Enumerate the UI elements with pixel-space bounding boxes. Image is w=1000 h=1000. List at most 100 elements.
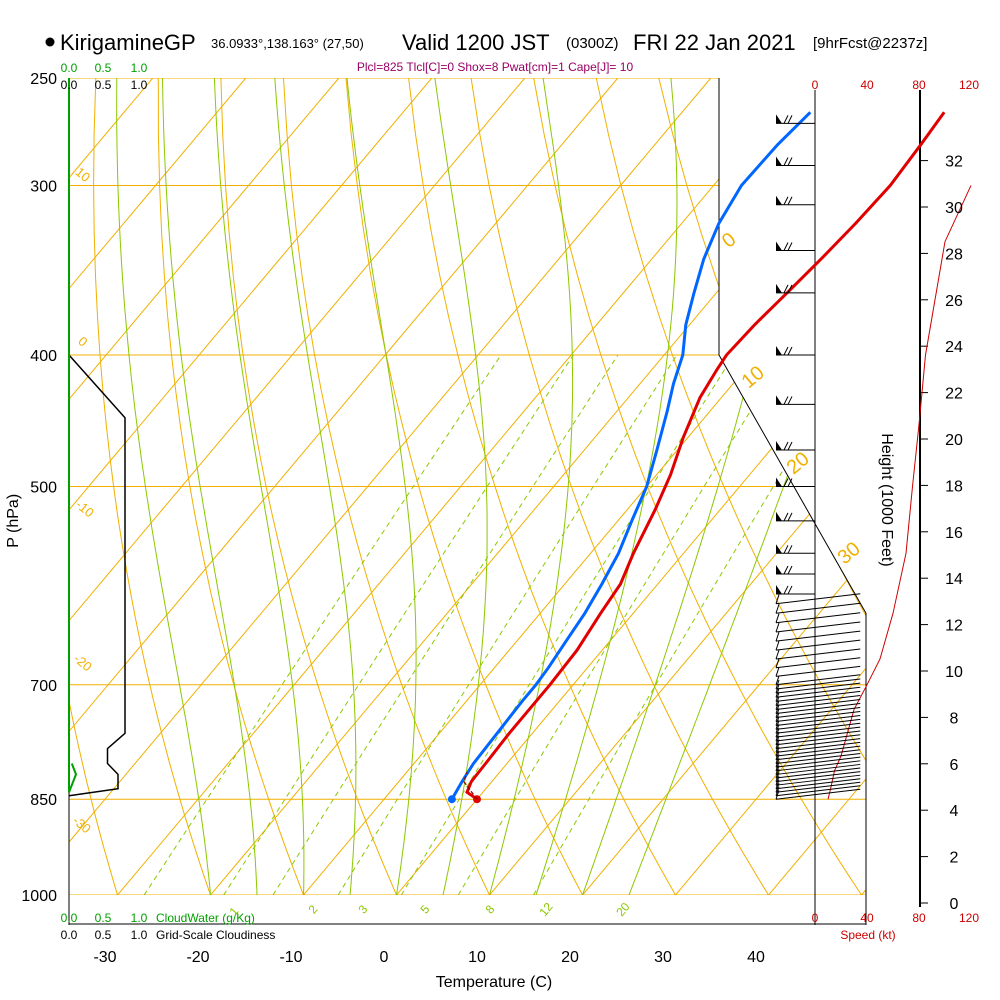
- speed-tick-top: 40: [860, 78, 874, 92]
- wind-barb-flag: [787, 585, 793, 595]
- isotherm-line: [69, 78, 712, 895]
- wind-barb-flag: [775, 658, 780, 668]
- moist-adiabat: [116, 78, 211, 895]
- parcel-path: [463, 772, 478, 800]
- cloudiness-line: [68, 354, 126, 797]
- wind-barb-flag: [775, 613, 780, 623]
- wind-barb-pennant-icon: [776, 584, 782, 594]
- mixing-ratio-label: 2: [305, 902, 320, 916]
- wind-barb-flag: [783, 441, 789, 451]
- wind-barb-flag: [787, 346, 793, 356]
- temperature-tick: -20: [186, 949, 209, 966]
- wind-barb-flag: [787, 512, 793, 522]
- wind-barb-flag: [787, 565, 793, 575]
- x-axis-label: Temperature (C): [436, 974, 552, 991]
- cloudiness-scale-top: 0.0: [61, 78, 78, 92]
- wind-barb-flag: [775, 640, 780, 651]
- cloudiness-scale-bottom: 0.0: [61, 928, 78, 942]
- wind-barb-pennant-icon: [776, 195, 782, 205]
- wind-barb-flag: [775, 604, 780, 614]
- mixing-ratio-label: 12: [536, 900, 556, 919]
- wind-barb-staff: [775, 630, 861, 642]
- wind-barb-flag: [783, 512, 789, 522]
- pressure-tick: 400: [30, 348, 57, 365]
- wind-barb-staff: [775, 734, 861, 746]
- isotherm-line: [69, 78, 619, 895]
- mixing-ratio-label: 8: [482, 902, 497, 916]
- height-tick: 10: [945, 664, 963, 681]
- wind-barb-pennant-icon: [776, 241, 782, 251]
- wind-barb-flag: [783, 545, 789, 554]
- height-tick: 8: [950, 710, 959, 727]
- wind-barb-flag: [787, 545, 793, 554]
- wind-barb-staff: [775, 678, 861, 690]
- wind-barb-flag: [783, 284, 789, 294]
- wind-barb-flag: [787, 196, 793, 205]
- cloudiness-scale-top: 0.5: [95, 78, 112, 92]
- wind-barb-flag: [775, 649, 780, 660]
- pressure-tick: 850: [30, 792, 57, 809]
- forecast-info: [9hrFcst@2237z]: [813, 35, 927, 52]
- height-tick: 0: [950, 896, 959, 913]
- dry-adiabat-label: 10: [73, 164, 94, 185]
- station-coords: 36.0933°,138.163° (27,50): [211, 36, 364, 51]
- side-panels: [68, 78, 972, 925]
- wind-barb-flag: [783, 346, 789, 356]
- temperature-tick: 10: [468, 949, 486, 966]
- wind-barb-staff: [775, 763, 861, 775]
- wind-barb-flag: [775, 594, 780, 604]
- mixing-ratio-line: [457, 354, 786, 895]
- wind-barb-flag: [787, 396, 793, 405]
- wind-barb-flag: [775, 631, 780, 642]
- wind-barb-staff: [775, 781, 861, 793]
- cloudwater-scale-bottom: 1.0: [131, 911, 148, 925]
- speed-label: Speed (kt): [840, 928, 895, 942]
- wind-barb-flag: [787, 478, 793, 487]
- wind-barb-staff: [775, 788, 861, 800]
- wind-barb-staff: [775, 749, 861, 761]
- mixing-ratio-line: [223, 354, 574, 895]
- mixing-ratio-line: [337, 354, 678, 895]
- height-tick: 24: [945, 339, 963, 356]
- wind-barb-flag: [775, 667, 780, 677]
- dry-adiabat: [69, 78, 118, 895]
- dry-adiabat: [533, 78, 862, 895]
- dry-adiabat: [0, 78, 25, 895]
- wind-barb-flag: [783, 242, 789, 251]
- height-tick: 20: [945, 432, 963, 449]
- wind-barb-staff: [775, 707, 861, 719]
- temperature-tick: -10: [279, 949, 302, 966]
- wind-barb-staff: [775, 639, 861, 651]
- wind-barb-staff: [775, 778, 861, 790]
- dry-adiabat: [283, 78, 490, 895]
- dry-adiabat: [93, 78, 211, 895]
- temperature-tick: 30: [654, 949, 672, 966]
- moist-adiabat: [434, 78, 488, 895]
- mixing-ratio-line: [143, 354, 502, 895]
- wind-barb-staff: [775, 738, 861, 750]
- dry-adiabat: [408, 78, 676, 895]
- wind-barb-flag: [783, 478, 789, 487]
- mixing-ratio-line: [533, 354, 853, 895]
- height-tick: 16: [945, 525, 963, 542]
- isotherm-line: [69, 78, 247, 895]
- wind-barb-pennant-icon: [776, 544, 782, 554]
- isotherm-line: [69, 78, 340, 895]
- temperature-tick: 0: [380, 949, 389, 966]
- wind-barb-staff: [775, 785, 861, 797]
- cloudwater-scale-top: 0.0: [61, 61, 78, 75]
- mixing-ratio-label: 20: [613, 900, 633, 919]
- isotherm-line: [582, 78, 866, 895]
- wind-barb-flag: [787, 284, 793, 294]
- cloudiness-scale-bottom: 1.0: [131, 928, 148, 942]
- utc-time: (0300Z): [566, 35, 619, 52]
- wind-barb-staff: [775, 694, 861, 706]
- station-dot-icon: [45, 37, 55, 47]
- wind-barb-staff: [775, 648, 861, 660]
- wind-barb-staff: [775, 752, 861, 764]
- cloudwater-scale-top: 1.0: [131, 61, 148, 75]
- wind-barb-pennant-icon: [776, 345, 782, 355]
- wind-speed-line: [827, 185, 972, 800]
- pressure-tick: 700: [30, 678, 57, 695]
